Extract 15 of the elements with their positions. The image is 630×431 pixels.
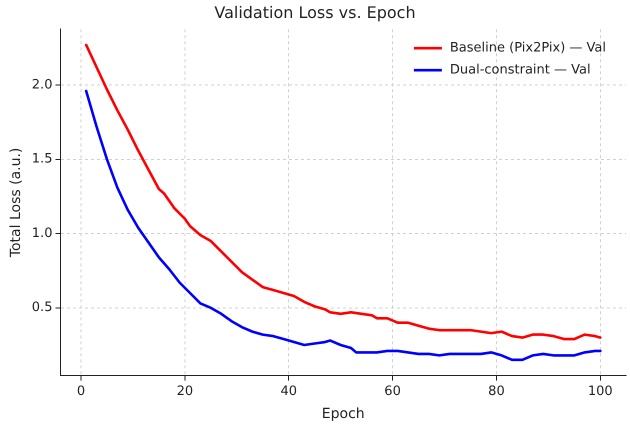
- x-tick-label: 20: [176, 384, 194, 399]
- legend-label: Baseline (Pix2Pix) — Val: [450, 40, 606, 56]
- y-tick-label: 0.5: [32, 300, 52, 316]
- y-tick-label: 1.5: [32, 152, 52, 167]
- legend-label: Dual-constraint — Val: [450, 62, 591, 78]
- chart-title: Validation Loss vs. Epoch: [214, 2, 416, 22]
- x-tick-label: 0: [76, 384, 86, 399]
- y-tick-label: 1.0: [32, 226, 52, 241]
- y-tick-label: 2.0: [32, 77, 52, 92]
- y-axis-title: Total Loss (a.u.): [8, 148, 24, 258]
- x-tick-label: 60: [384, 384, 401, 399]
- x-tick-label: 40: [280, 384, 297, 399]
- x-tick-label: 80: [488, 384, 505, 399]
- x-tick-label: 100: [588, 384, 613, 399]
- x-axis-title: Epoch: [322, 406, 365, 422]
